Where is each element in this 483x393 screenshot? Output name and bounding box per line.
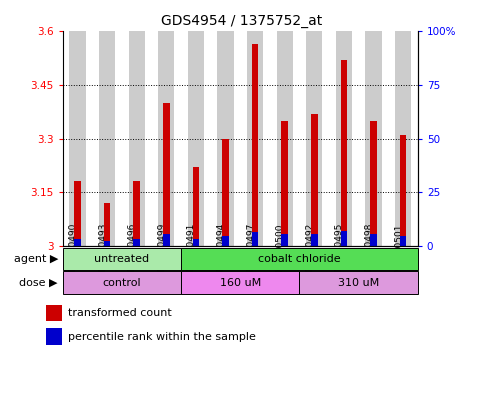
Bar [128, 31, 145, 246]
Bar [395, 31, 411, 246]
Text: agent ▶: agent ▶ [14, 254, 58, 264]
Bar [341, 60, 347, 246]
Bar [74, 239, 81, 246]
Bar [365, 31, 382, 246]
Bar [282, 121, 288, 246]
Bar [99, 31, 115, 246]
Bar [336, 31, 352, 246]
Bar [222, 236, 229, 246]
Bar [70, 31, 85, 246]
Bar [306, 31, 322, 246]
Bar [370, 121, 377, 246]
Bar [46, 328, 62, 345]
Bar [104, 203, 111, 246]
Bar [341, 231, 347, 246]
Bar [370, 234, 377, 246]
Bar [163, 103, 170, 246]
Bar [181, 248, 418, 270]
Bar [252, 231, 258, 246]
Bar [311, 234, 317, 246]
Text: transformed count: transformed count [68, 308, 171, 318]
Bar [188, 31, 204, 246]
Bar [400, 135, 406, 246]
Text: control: control [103, 277, 141, 288]
Bar [299, 271, 418, 294]
Text: dose ▶: dose ▶ [19, 277, 58, 288]
Bar [217, 31, 234, 246]
Bar [247, 31, 263, 246]
Bar [133, 181, 140, 246]
Bar [277, 31, 293, 246]
Bar [222, 139, 229, 246]
Bar [181, 271, 299, 294]
Bar [193, 167, 199, 246]
Bar [163, 234, 170, 246]
Bar [193, 239, 199, 246]
Bar [63, 271, 181, 294]
Text: GDS4954 / 1375752_at: GDS4954 / 1375752_at [161, 14, 322, 28]
Bar [158, 31, 174, 246]
Bar [400, 236, 406, 246]
Bar [311, 114, 317, 246]
Bar [74, 181, 81, 246]
Text: untreated: untreated [94, 254, 150, 264]
Text: 160 uM: 160 uM [220, 277, 261, 288]
Bar [104, 241, 111, 246]
Bar [282, 234, 288, 246]
Text: cobalt chloride: cobalt chloride [258, 254, 341, 264]
Bar [133, 239, 140, 246]
Text: 310 uM: 310 uM [338, 277, 379, 288]
Bar [46, 305, 62, 321]
Bar [63, 248, 181, 270]
Bar [252, 44, 258, 246]
Text: percentile rank within the sample: percentile rank within the sample [68, 332, 256, 342]
